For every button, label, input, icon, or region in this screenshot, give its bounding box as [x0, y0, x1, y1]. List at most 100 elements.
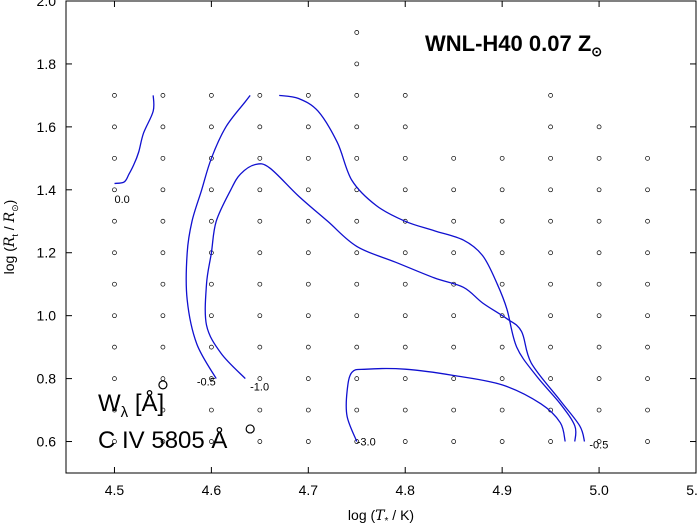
model-point — [596, 439, 602, 444]
model-point — [257, 218, 263, 224]
axis-ticks: 4.5 4.6 4.7 4.8 4.9 5.0 5.1 0.6 0.8 1.0 1.2 1.4 1.6 1… — [37, 0, 697, 498]
model-point — [451, 407, 457, 413]
model-point — [112, 93, 117, 98]
model-point — [451, 313, 457, 319]
model-point — [354, 155, 360, 161]
y-axis-label-slash: / — [1, 222, 17, 234]
plot-frame — [65, 0, 697, 474]
model-point — [354, 30, 360, 35]
model-point — [645, 344, 650, 350]
contour-line-4 — [345, 367, 566, 442]
model-point — [548, 376, 553, 381]
model-point — [499, 281, 505, 287]
contour-label-3: -0.5 — [589, 440, 608, 452]
y-axis-label-t: t — [10, 234, 20, 237]
model-point — [257, 407, 263, 413]
model-point — [209, 93, 214, 98]
model-point — [499, 407, 505, 413]
model-point — [305, 344, 311, 350]
y-axis-label-sun: ⊙ — [10, 204, 20, 212]
annotation-lambda: λ — [121, 404, 129, 421]
model-point — [451, 250, 457, 256]
contour-line-0 — [114, 95, 155, 185]
annotation-unit: [Å] — [128, 389, 164, 417]
model-point — [402, 155, 408, 161]
model-point — [548, 250, 553, 256]
contour-labels: 0.0 -0.5 -1.0 -0.5 -3.0 — [114, 194, 608, 451]
model-point — [645, 313, 650, 319]
model-point — [548, 155, 553, 161]
model-point — [257, 124, 263, 130]
model-point — [354, 61, 360, 67]
model-point — [402, 407, 408, 413]
model-point — [305, 93, 311, 98]
model-point — [548, 124, 553, 130]
model-point — [596, 124, 602, 130]
model-point — [548, 187, 553, 193]
model-point — [354, 344, 360, 350]
model-point — [160, 187, 166, 193]
x-axis-label-unit: / K) — [388, 507, 414, 523]
model-point — [402, 187, 408, 193]
model-point — [451, 155, 457, 161]
model-point — [499, 376, 505, 381]
model-point — [160, 250, 166, 256]
highlighted-model-point — [245, 424, 255, 434]
highlighted-models — [158, 380, 255, 434]
model-point — [499, 439, 505, 444]
y-tick-label: 1.0 — [37, 308, 57, 324]
model-point — [645, 155, 650, 161]
model-point — [596, 218, 602, 224]
chart-title: WNL-H40 0.07 Z⊙ — [425, 31, 602, 59]
y-axis-label-r: R — [2, 236, 18, 248]
model-point — [209, 439, 214, 444]
model-point — [160, 376, 166, 381]
highlighted-model-point — [158, 380, 168, 390]
model-point — [645, 407, 650, 413]
contour-label-1: -0.5 — [197, 377, 216, 389]
model-point — [451, 187, 457, 193]
model-point — [112, 344, 117, 350]
model-point — [160, 313, 166, 319]
model-point — [645, 281, 650, 287]
model-point — [209, 218, 214, 224]
model-point — [354, 250, 360, 256]
model-point — [499, 187, 505, 193]
x-tick-label: 5.0 — [589, 482, 609, 498]
y-tick-label: 0.6 — [37, 434, 57, 450]
annotation-line2: C IV 5805 Å — [98, 426, 227, 454]
model-point — [596, 376, 602, 381]
model-point — [645, 187, 650, 193]
model-point — [354, 93, 360, 98]
model-point — [112, 250, 117, 256]
x-axis-label-prefix: log ( — [348, 507, 376, 523]
model-point — [160, 124, 166, 130]
model-point — [548, 439, 553, 444]
contour-label-0: 0.0 — [114, 194, 129, 206]
model-point — [209, 281, 214, 287]
x-axis-label-t: T — [375, 508, 386, 524]
y-tick-label: 1.8 — [37, 56, 57, 72]
y-tick-label: 1.2 — [37, 245, 57, 261]
model-point — [305, 313, 311, 319]
contour-lines — [114, 94, 586, 442]
model-point — [354, 376, 360, 381]
contour-label-2: -1.0 — [250, 381, 269, 393]
model-point — [305, 376, 311, 381]
model-point — [402, 313, 408, 319]
model-point — [548, 313, 553, 319]
model-point — [112, 376, 117, 381]
model-point — [596, 187, 602, 193]
model-point — [257, 155, 263, 161]
model-point — [499, 344, 505, 350]
model-point — [305, 155, 311, 161]
model-point — [451, 376, 457, 381]
model-point — [402, 376, 408, 381]
model-point — [548, 93, 553, 98]
sun-symbol: ⊙ — [591, 44, 602, 59]
model-point — [160, 439, 166, 444]
model-point — [209, 344, 214, 350]
x-axis-label: log (T* / K) — [348, 507, 414, 525]
model-point — [257, 250, 263, 256]
